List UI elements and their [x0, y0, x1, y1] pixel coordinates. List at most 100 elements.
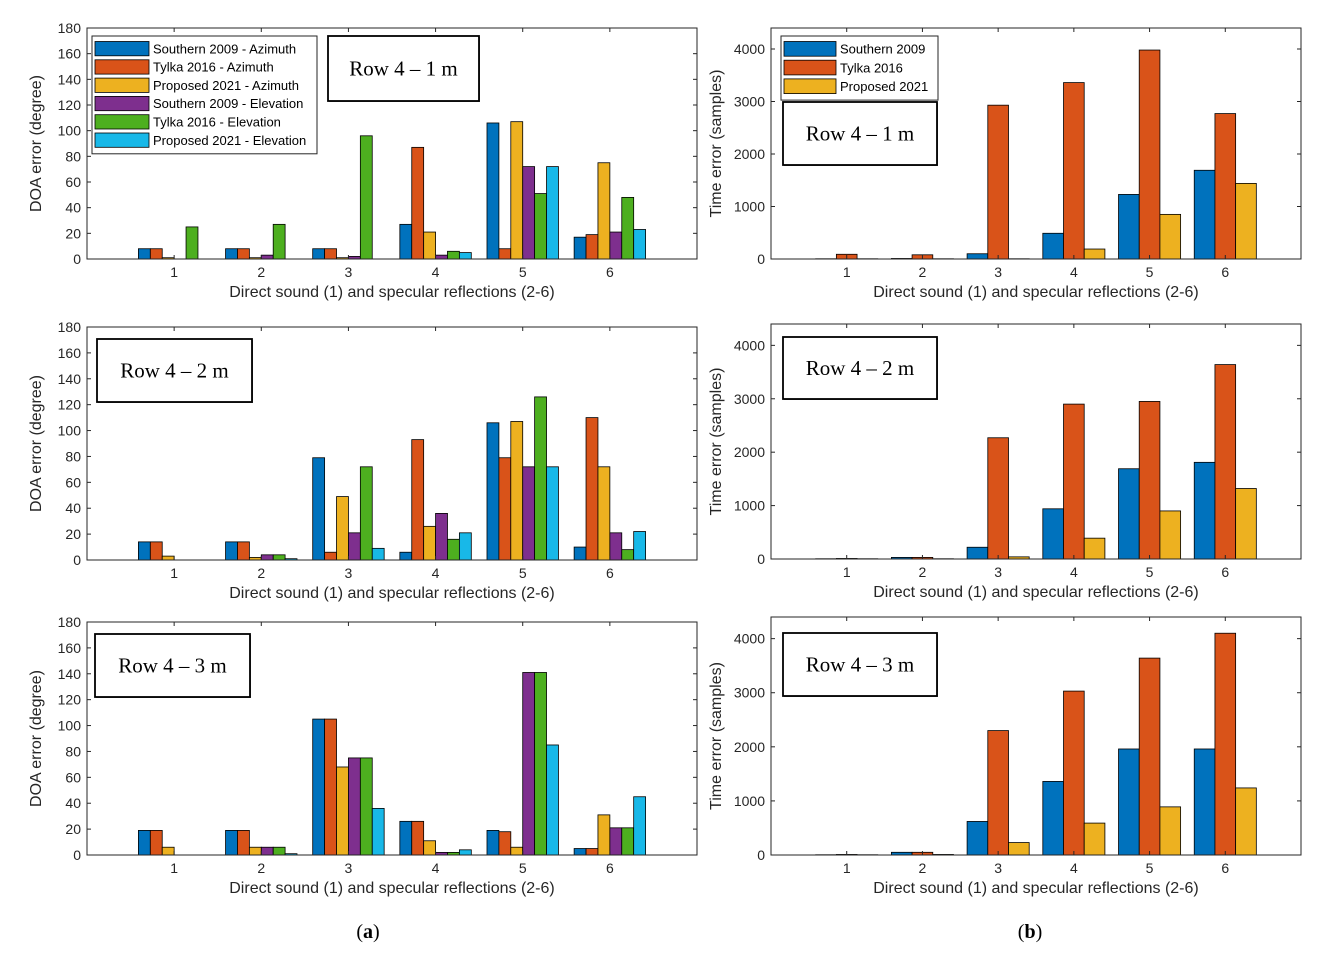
y-tick-label: 80 [65, 743, 81, 759]
bar-a2-s5-c5 [534, 396, 547, 561]
bar-b1-s2-c5 [1138, 49, 1161, 260]
bar-a2-s2-c6 [585, 417, 599, 561]
bar-a2-s1-c2 [225, 541, 238, 561]
bar-a3-s1-c2 [225, 830, 238, 856]
bar-a2-s5-c3 [359, 466, 373, 561]
x-tick-label: 6 [1221, 564, 1229, 580]
bar-a2-s6-c3 [371, 547, 385, 561]
legend-swatch [94, 96, 150, 112]
bar-a2-s4-c3 [348, 532, 361, 561]
axes-frame [770, 27, 1302, 260]
x-tick-label: 3 [994, 264, 1002, 280]
y-tick-label: 1000 [734, 199, 765, 215]
bar-a1-s2-c6 [585, 234, 599, 260]
bar-a1-s5-c5 [534, 193, 547, 260]
bar-a3-s2-c2 [237, 830, 250, 856]
bar-b3-s3-c6 [1235, 787, 1257, 856]
bar-a1-s3-c6 [597, 162, 611, 260]
bar-a1-s2-c3 [324, 248, 337, 260]
bar-a2-s6-c6 [633, 531, 646, 561]
bar-a2-s2-c3 [324, 551, 337, 561]
bar-a2-s3-c6 [597, 466, 611, 561]
y-axis-label: Time error (samples) [708, 368, 725, 516]
bar-a3-s4-c5 [522, 672, 536, 856]
y-tick-label: 4000 [734, 631, 765, 647]
bar-b3-s2-c6 [1214, 632, 1237, 856]
bar-a2-s1-c1 [138, 541, 151, 561]
bar-a1-s5-c1 [185, 226, 199, 260]
x-axis-label: Direct sound (1) and specular reflection… [873, 880, 1198, 897]
annotation-box: Row 4 – 3 m [94, 633, 251, 698]
bar-a3-s6-c5 [546, 744, 559, 856]
annotation-text: Row 4 – 3 m [806, 653, 915, 677]
bar-a2-s1-c4 [399, 551, 413, 561]
bar-a1-s2-c1 [149, 248, 163, 260]
annotation-frame [782, 101, 938, 166]
x-tick-label: 1 [843, 564, 851, 580]
y-tick-label: 120 [58, 692, 82, 708]
bar-a3-s5-c5 [534, 672, 547, 856]
bar-a1-s2-c2 [237, 248, 250, 260]
caption-a: (a) [356, 921, 379, 943]
bar-b2-s2-c6 [1214, 364, 1237, 560]
x-tick-label: 5 [519, 264, 527, 280]
bar-b2-s3-c5 [1159, 510, 1182, 560]
bar-b1-s1-c5 [1118, 194, 1140, 260]
bar-a1-s4-c6 [609, 231, 623, 260]
x-tick-label: 1 [843, 860, 851, 876]
y-tick-label: 80 [65, 448, 81, 464]
bar-b1-s1-c3 [966, 253, 989, 260]
bar-b2-s2-c4 [1063, 403, 1085, 560]
bar-a2-s1-c6 [573, 546, 587, 561]
bar-a1-s1-c3 [312, 248, 326, 260]
legend-entry: Proposed 2021 - Elevation [153, 133, 306, 148]
bar-b2-s2-c3 [987, 437, 1009, 560]
y-tick-label: 3000 [734, 685, 765, 701]
annotation-text: Row 4 – 2 m [120, 359, 229, 383]
y-tick-label: 0 [757, 847, 765, 863]
legend-entry: Southern 2009 - Azimuth [153, 41, 296, 56]
bar-a2-s6-c4 [458, 532, 472, 561]
x-tick-label: 3 [345, 860, 353, 876]
annotation-frame [782, 632, 938, 697]
y-tick-label: 40 [65, 795, 81, 811]
legend-swatch [783, 41, 837, 57]
x-tick-label: 2 [257, 860, 265, 876]
bar-a1-s2-c4 [411, 146, 425, 260]
legend-swatch [94, 41, 150, 57]
bar-a1-s1-c6 [573, 236, 587, 260]
x-tick-label: 3 [994, 860, 1002, 876]
bar-a3-s1-c3 [312, 718, 326, 856]
bar-a1-s5-c4 [447, 250, 460, 260]
chart-panel-b3: 1 2 3 4 5 6 0 1000 2000 3000 4000 Direct sound (1) … [708, 616, 1302, 897]
bar-b3-s2-c3 [987, 730, 1009, 856]
legend-swatch [94, 132, 150, 148]
legend: Southern 2009 Tylka 2016 Proposed 2021 [780, 35, 939, 101]
bar-a2-s2-c5 [498, 457, 512, 561]
annotation-box: Row 4 – 2 m [782, 336, 938, 400]
bar-a1-s4-c2 [260, 254, 274, 260]
bar-a3-s2-c4 [411, 820, 425, 856]
bar-a3-s6-c4 [458, 849, 472, 856]
y-tick-label: 20 [65, 821, 81, 837]
bar-a1-s6-c4 [458, 252, 472, 260]
y-tick-label: 140 [58, 71, 82, 87]
x-tick-label: 1 [170, 565, 178, 581]
bar-a2-s2-c1 [149, 541, 163, 561]
bar-b3-s1-c3 [966, 821, 989, 856]
bar-a3-s3-c4 [423, 840, 436, 856]
bar-a2-s5-c2 [272, 554, 286, 561]
x-axis-label: Direct sound (1) and specular reflection… [229, 284, 554, 301]
annotation-text: Row 4 – 1 m [349, 57, 458, 81]
y-tick-label: 180 [58, 614, 82, 630]
y-axis-label: DOA error (degree) [28, 75, 45, 212]
bar-a2-s2-c4 [411, 439, 425, 561]
y-tick-label: 60 [65, 474, 81, 490]
bar-a2-s4-c4 [435, 513, 448, 561]
legend-swatch [783, 78, 837, 95]
bar-b2-s1-c4 [1042, 508, 1064, 560]
